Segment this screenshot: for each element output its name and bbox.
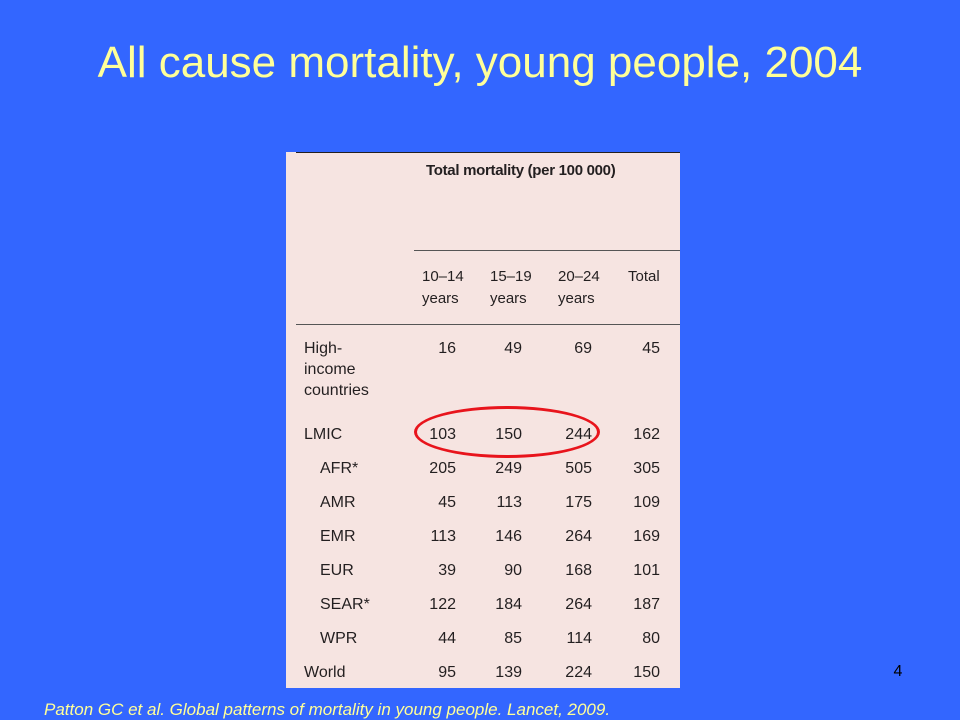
column-header: 15–19 years: [490, 268, 532, 307]
table-row: EMR 113 146 264 169: [286, 520, 680, 554]
table-cell: 169: [633, 528, 660, 545]
table-cell: 146: [495, 528, 522, 545]
table-row: AFR* 205 249 505 305: [286, 452, 680, 486]
header-separator-rule: [296, 324, 680, 325]
column-header: 20–24 years: [558, 268, 600, 307]
table-cell: 85: [504, 630, 522, 647]
table-cell: 205: [429, 460, 456, 477]
table-row: EUR 39 90 168 101: [286, 554, 680, 588]
lmic-highlight-oval: [414, 406, 600, 458]
table-cell: 39: [438, 562, 456, 579]
table-cell: 168: [565, 562, 592, 579]
slide-title: All cause mortality, young people, 2004: [97, 38, 863, 87]
table-cell: 505: [565, 460, 592, 477]
table-cell: 90: [504, 562, 522, 579]
table-cell: 150: [633, 664, 660, 681]
table-cell: 16: [438, 340, 456, 357]
row-label: World: [304, 664, 346, 681]
table-cell: 113: [430, 528, 456, 545]
table-cell: 45: [642, 340, 660, 357]
table-cell: 114: [566, 630, 592, 647]
row-label: High- income countries: [304, 340, 369, 399]
table-cell: 69: [574, 340, 592, 357]
table-cell: 49: [504, 340, 522, 357]
table-cell: 45: [438, 494, 456, 511]
row-label: AMR: [320, 494, 356, 511]
table-cell: 95: [438, 664, 456, 681]
column-header: Total: [628, 268, 660, 285]
row-label: AFR*: [320, 460, 359, 477]
table-cell: 162: [633, 426, 660, 443]
table-row: World 95 139 224 150: [286, 656, 680, 688]
table-cell: 264: [565, 596, 592, 613]
table-cell: 184: [495, 596, 522, 613]
table-cell: 175: [565, 494, 592, 511]
column-header: 10–14 years: [422, 268, 464, 307]
row-label: EUR: [320, 562, 354, 579]
table-cell: 109: [633, 494, 660, 511]
table-cell: 122: [429, 596, 456, 613]
mortality-table: Total mortality (per 100 000) 10–14 year…: [286, 152, 680, 688]
table-cell: 101: [633, 562, 660, 579]
table-row: AMR 45 113 175 109: [286, 486, 680, 520]
table-group-header: Total mortality (per 100 000): [426, 162, 616, 179]
citation: Patton GC et al. Global patterns of mort…: [44, 700, 611, 719]
table-cell: 249: [495, 460, 522, 477]
group-header-rule: [414, 250, 680, 251]
table-row: SEAR* 122 184 264 187: [286, 588, 680, 622]
table-cell: 305: [633, 460, 660, 477]
row-label: SEAR*: [320, 596, 370, 613]
table-cell: 187: [633, 596, 660, 613]
table-top-rule: [296, 152, 680, 153]
row-label: EMR: [320, 528, 356, 545]
table-cell: 139: [495, 664, 522, 681]
table-cell: 264: [565, 528, 592, 545]
page-number: 4: [893, 663, 903, 680]
table-cell: 80: [642, 630, 660, 647]
table-cell: 113: [496, 494, 522, 511]
table-cell: 224: [565, 664, 592, 681]
table-cell: 44: [438, 630, 456, 647]
row-label: WPR: [320, 630, 358, 647]
table-row: WPR 44 85 114 80: [286, 622, 680, 656]
row-label: LMIC: [304, 426, 343, 443]
table-row: High- income countries 16 49 69 45: [286, 332, 680, 412]
